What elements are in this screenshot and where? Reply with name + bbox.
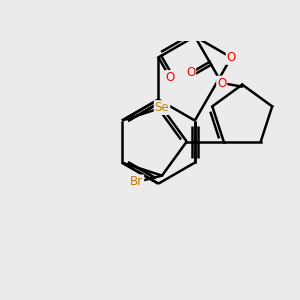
Text: O: O xyxy=(165,71,175,84)
Text: O: O xyxy=(226,51,236,64)
Text: Br: Br xyxy=(130,176,143,188)
Text: O: O xyxy=(186,66,195,80)
Text: Se: Se xyxy=(155,101,169,114)
Text: O: O xyxy=(217,76,226,90)
